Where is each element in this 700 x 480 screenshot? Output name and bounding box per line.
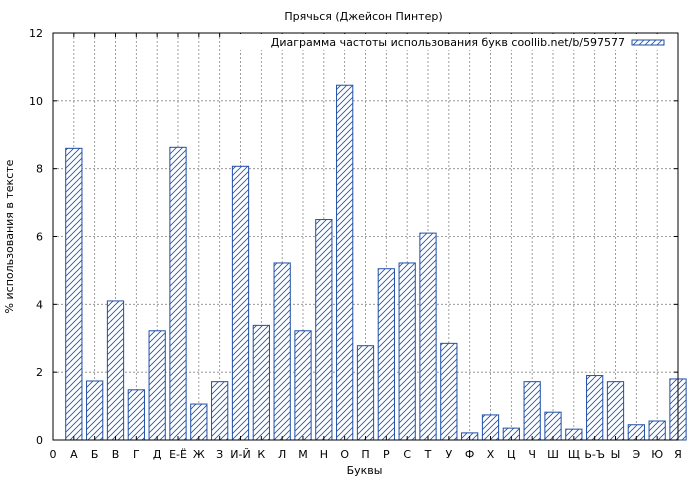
x-tick-label: Ч (528, 448, 536, 461)
x-tick-label: Ф (465, 448, 474, 461)
x-tick-label: Н (320, 448, 328, 461)
x-tick-label: У (445, 448, 452, 461)
x-tick-label: О (340, 448, 349, 461)
x-tick-label: Ь-Ъ (584, 448, 605, 461)
bar-А (65, 147, 83, 441)
legend: Диаграмма частоты использования букв coo… (240, 34, 670, 50)
bar-С (398, 262, 416, 441)
x-tick-label: Я (674, 448, 682, 461)
bar-П (356, 345, 375, 441)
y-tick-label: 12 (29, 27, 43, 40)
y-tick-label: 6 (36, 231, 43, 244)
y-tick-label: 8 (36, 163, 43, 176)
bar-К (252, 324, 270, 441)
bar-Р (377, 268, 395, 441)
x-tick-label: Е-Ё (169, 448, 187, 461)
bar-Н (315, 219, 333, 441)
x-tick-label: К (257, 448, 265, 461)
x-axis-title: Буквы (347, 464, 383, 477)
x-tick-label: Ж (193, 448, 205, 461)
bar-М (294, 330, 312, 441)
bar-Ч (523, 381, 541, 441)
bar-Е-Ё (169, 146, 187, 441)
x-tick-label-origin: 0 (50, 448, 57, 461)
bar-Ы (606, 381, 625, 441)
x-tick-label: Т (424, 448, 432, 461)
legend-background (240, 34, 670, 50)
bar-Л (273, 262, 291, 441)
x-tick-label: Г (133, 448, 140, 461)
x-tick-label: Ц (507, 448, 516, 461)
x-axis-ticks: 0 А Б В Г Д Е-Ё Ж З И-Й К Л М Н О П Р С Т У Ф Х Ц Ч Ш Щ Ь-Ъ Ы Э Ю Я (50, 33, 682, 461)
x-tick-label: Д (153, 448, 162, 461)
bar-З (211, 381, 229, 441)
y-tick-label: 4 (36, 298, 43, 311)
x-tick-label: Л (278, 448, 286, 461)
x-tick-label: В (112, 448, 120, 461)
x-tick-label: Э (632, 448, 640, 461)
y-tick-label: 10 (29, 95, 43, 108)
x-tick-label: Ы (611, 448, 621, 461)
bar-Т (419, 232, 437, 441)
x-tick-label: П (361, 448, 369, 461)
bar-Ш (544, 411, 562, 441)
x-tick-label: С (403, 448, 411, 461)
x-tick-label: Щ (568, 448, 580, 461)
bar-Ь-Ъ (586, 375, 604, 441)
y-tick-label: 0 (36, 434, 43, 447)
x-tick-label: М (298, 448, 308, 461)
x-tick-label: Р (383, 448, 390, 461)
x-tick-label: Х (487, 448, 495, 461)
bar-У (440, 342, 458, 441)
chart-title: Прячься (Джейсон Пинтер) (284, 10, 442, 23)
bar-Д (148, 330, 166, 441)
bar-Г (127, 389, 145, 441)
legend-swatch (631, 39, 665, 46)
legend-label: Диаграмма частоты использования букв coo… (271, 36, 625, 49)
bar-В (106, 300, 125, 441)
bar-О (336, 84, 354, 441)
bar-Б (86, 380, 104, 441)
x-tick-label: А (70, 448, 78, 461)
bars (65, 84, 687, 441)
bar-Ж (190, 403, 208, 441)
x-tick-label: Ю (651, 448, 663, 461)
x-tick-label: Б (91, 448, 99, 461)
x-tick-label: И-Й (230, 448, 250, 461)
y-axis-ticks: 0 2 4 6 8 10 12 (29, 27, 678, 447)
x-tick-label: Ш (547, 448, 559, 461)
y-axis-title: % использования в тексте (3, 159, 16, 313)
x-tick-label: З (216, 448, 223, 461)
y-tick-label: 2 (36, 366, 43, 379)
bar-И-Й (231, 165, 250, 441)
